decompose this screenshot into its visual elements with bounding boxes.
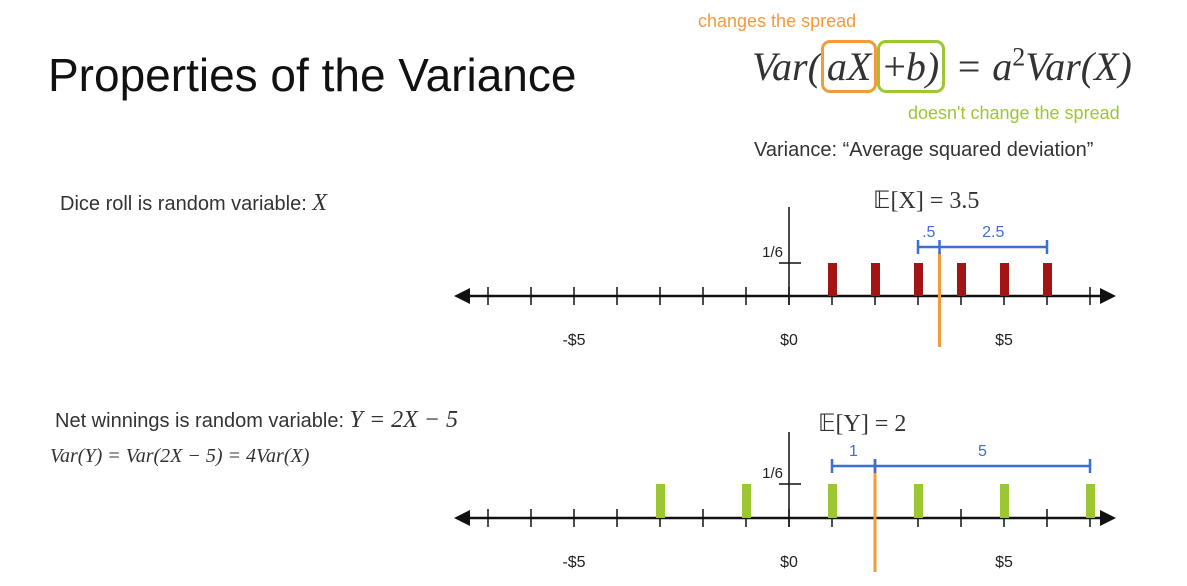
variance-definition: Variance: “Average squared deviation”	[754, 139, 1094, 161]
dice-tick-label: $5	[995, 332, 1013, 349]
dice-tick-label: -$5	[562, 332, 585, 349]
winnings-tick-label: -$5	[562, 554, 585, 571]
dice-prob-bar	[871, 263, 880, 296]
formula-rhs-prefix: = a	[945, 44, 1013, 89]
winnings-deviation-label-large: 5	[978, 443, 987, 460]
dice-prob-bar	[1043, 263, 1052, 296]
winnings-expectation: 𝔼[Y] = 2	[818, 411, 907, 437]
dice-deviation-label-small: .5	[922, 224, 935, 241]
dice-description-text: Dice roll is random variable:	[60, 193, 313, 215]
winnings-description-text: Net winnings is random variable:	[55, 410, 350, 432]
scale-term: aX	[826, 44, 872, 89]
winnings-prob-bar	[914, 484, 923, 518]
winnings-prob-bar	[656, 484, 665, 518]
dice-prob-label: 1/6	[762, 244, 783, 261]
dice-deviation-label-large: 2.5	[982, 224, 1004, 241]
winnings-prob-bar	[742, 484, 751, 518]
winnings-prob-bar	[1086, 484, 1095, 518]
winnings-axis-right-arrow	[1100, 510, 1116, 526]
changes-spread-note: changes the spread	[698, 11, 857, 31]
dice-prob-bar	[914, 263, 923, 296]
dice-axis-left-arrow	[454, 288, 470, 304]
plus-sign: +	[883, 44, 906, 89]
winnings-variance-equation: Var(Y) = Var(2X − 5) = 4Var(X)	[50, 445, 310, 467]
winnings-relation: Y = 2X − 5	[349, 407, 458, 433]
winnings-tick-label: $5	[995, 554, 1013, 571]
winnings-description: Net winnings is random variable: Y = 2X …	[55, 407, 458, 434]
scale-term-box: aX	[820, 40, 878, 93]
no-change-spread-note: doesn't change the spread	[908, 103, 1120, 123]
dice-prob-bar	[1000, 263, 1009, 296]
shift-term: b)	[905, 44, 940, 89]
winnings-axis-left-arrow	[454, 510, 470, 526]
shift-term-box: +b)	[877, 40, 946, 93]
winnings-deviation-label-small: 1	[849, 443, 858, 460]
winnings-prob-bar	[1000, 484, 1009, 518]
winnings-prob-label: 1/6	[762, 465, 783, 482]
winnings-prob-bar	[828, 484, 837, 518]
formula-rhs-suffix: Var(X)	[1025, 44, 1132, 89]
dice-prob-bar	[957, 263, 966, 296]
slide-title: Properties of the Variance	[48, 49, 577, 101]
dice-axis-right-arrow	[1100, 288, 1116, 304]
variance-property-formula: Var(aX +b) = a2Var(X)	[752, 40, 1132, 93]
dice-expectation: 𝔼[X] = 3.5	[873, 188, 980, 214]
dice-tick-label: $0	[780, 332, 798, 349]
dice-prob-bar	[828, 263, 837, 296]
formula-exponent: 2	[1012, 42, 1026, 72]
dice-description: Dice roll is random variable: X	[60, 190, 327, 217]
dice-variable: X	[312, 190, 327, 216]
formula-lhs-prefix: Var(	[752, 44, 821, 89]
winnings-tick-label: $0	[780, 554, 798, 571]
